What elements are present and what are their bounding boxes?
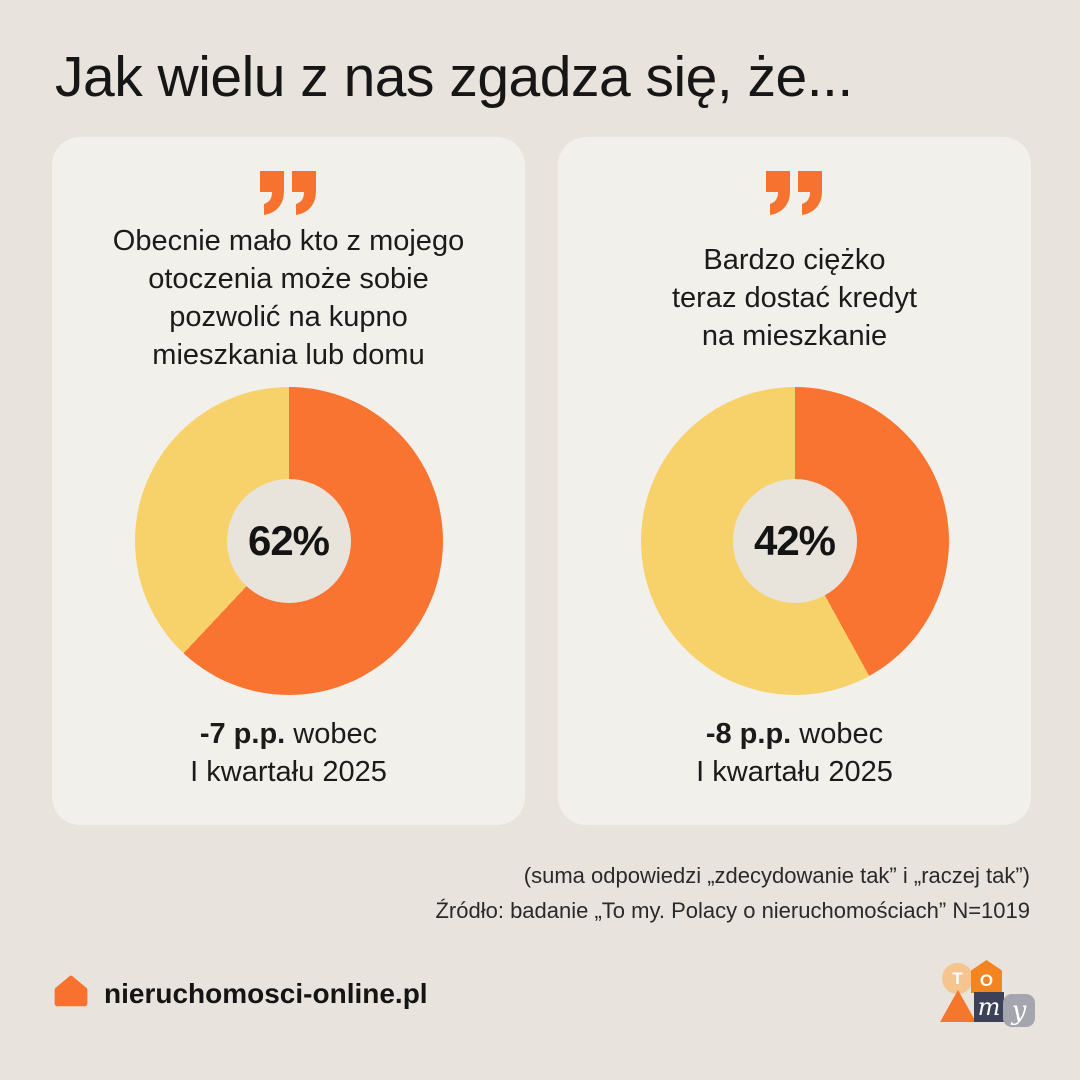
stat-card-right: Bardzo ciężko teraz dostać kredyt na mie…: [558, 137, 1031, 825]
logo-letter-m: m: [974, 992, 1004, 1022]
delta-value: -8 p.p.: [705, 718, 792, 750]
delta-note: -8 p.p. wobec I kwartału 2025: [696, 715, 893, 791]
logo-letter-t: T: [942, 963, 973, 994]
site-url: nieruchomosci-online.pl: [104, 977, 428, 1009]
delta-period: I kwartału 2025: [696, 756, 893, 788]
footnote-line-1: (suma odpowiedzi „zdecydowanie tak” i „r…: [523, 863, 1030, 888]
donut-center-value: 42%: [753, 517, 836, 564]
logo-roof-icon: [940, 990, 976, 1022]
delta-note: -7 p.p. wobec I kwartału 2025: [190, 715, 387, 791]
quote-icon: [258, 167, 320, 217]
delta-rest: wobec: [293, 718, 378, 750]
stat-card-left: Obecnie mało kto z mojego otoczenia może…: [52, 137, 525, 825]
quote-text: Bardzo ciężko teraz dostać kredyt na mie…: [672, 244, 917, 352]
cards-row: Obecnie mało kto z mojego otoczenia może…: [52, 137, 1031, 825]
delta-period: I kwartału 2025: [190, 756, 387, 788]
footnote-line-2: Źródło: badanie „To my. Polacy o nieruch…: [435, 898, 1030, 923]
house-icon: [52, 972, 90, 1015]
donut-chart: 42%: [640, 387, 949, 695]
quote-text: Obecnie mało kto z mojego otoczenia może…: [112, 225, 465, 371]
tomy-logo: T O m y: [940, 960, 1036, 1032]
logo-letter-o: O: [971, 960, 1002, 993]
donut-hole: 62%: [226, 479, 351, 603]
quote-icon: [764, 167, 826, 217]
donut-hole: 42%: [732, 479, 857, 603]
delta-value: -7 p.p.: [199, 718, 286, 750]
delta-rest: wobec: [799, 718, 884, 750]
logo-letter-y: y: [1003, 994, 1035, 1027]
page-title: Jak wielu z nas zgadza się, że...: [55, 45, 853, 109]
footnote: (suma odpowiedzi „zdecydowanie tak” i „r…: [435, 858, 1030, 928]
donut-chart: 62%: [134, 387, 443, 695]
site-brand[interactable]: nieruchomosci-online.pl: [52, 972, 428, 1015]
donut-center-value: 62%: [247, 517, 330, 564]
